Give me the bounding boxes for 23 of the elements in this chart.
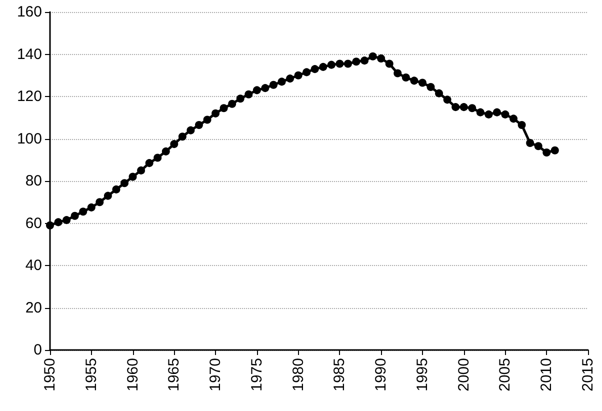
x-tick-label: 2015 [580, 358, 596, 392]
x-tick-label: 1985 [331, 358, 348, 392]
x-tick-label: 1990 [372, 358, 390, 392]
x-tick-label: 1965 [166, 358, 183, 392]
x-tick-label: 1995 [414, 358, 431, 392]
y-tick-label: 20 [25, 299, 42, 316]
x-tick-label: 1955 [82, 358, 100, 392]
x-tick-label: 2000 [455, 358, 472, 392]
y-tick-label: 120 [16, 88, 42, 105]
y-tick-label: 40 [25, 257, 42, 274]
x-tick-label: 1970 [207, 358, 224, 392]
y-tick-label: 80 [25, 172, 42, 190]
x-tick-label: 1950 [42, 358, 58, 392]
x-tick-label: 1975 [248, 358, 266, 392]
y-tick-label: 100 [16, 130, 42, 148]
y-tick-label: 0 [34, 342, 42, 358]
x-tick-label: 2010 [538, 358, 556, 392]
x-tick-label: 1960 [124, 358, 142, 392]
y-tick-label: 140 [16, 46, 42, 63]
y-tick-label: 60 [25, 214, 42, 232]
x-tick-label: 2005 [496, 358, 514, 392]
y-tick-label: 160 [16, 4, 42, 20]
x-tick-label: 1980 [290, 358, 307, 392]
